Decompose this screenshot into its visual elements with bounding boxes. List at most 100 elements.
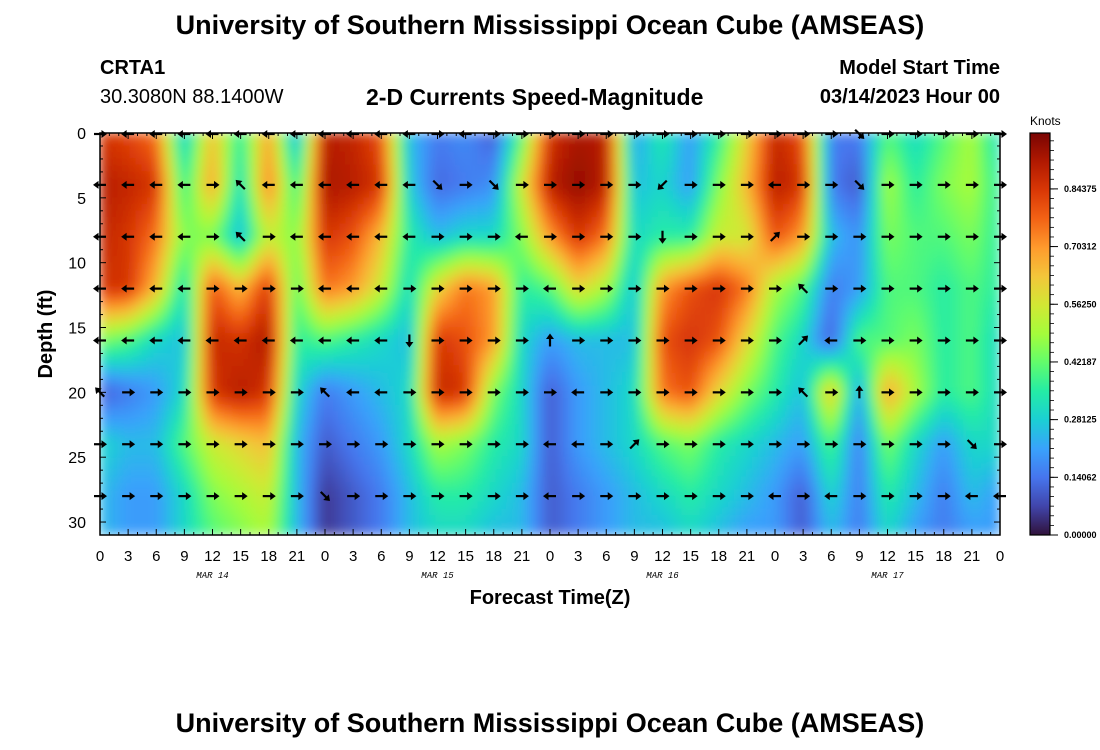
heat-cell xyxy=(549,255,557,264)
heat-cell xyxy=(381,463,389,471)
heat-cell xyxy=(201,424,209,432)
heat-cell xyxy=(501,288,509,296)
heat-cell xyxy=(267,203,275,212)
heat-cell xyxy=(123,281,131,290)
heat-cell xyxy=(309,456,317,465)
heat-cell xyxy=(411,450,419,458)
heat-cell xyxy=(537,158,545,166)
heat-cell xyxy=(357,333,365,341)
heat-cell xyxy=(111,158,119,166)
heat-cell xyxy=(465,268,473,277)
heat-cell xyxy=(531,450,539,458)
heat-cell xyxy=(447,236,455,244)
heat-cell xyxy=(249,307,257,316)
heat-cell xyxy=(363,352,371,361)
heat-cell xyxy=(255,339,263,348)
heat-cell xyxy=(567,495,575,504)
heat-cell xyxy=(165,424,173,432)
heat-cell xyxy=(327,288,335,296)
heat-cell xyxy=(573,184,581,192)
heat-cell xyxy=(141,314,149,322)
heat-cell xyxy=(411,333,419,341)
heat-cell xyxy=(207,450,215,458)
heat-cell xyxy=(177,164,185,173)
heat-cell xyxy=(447,463,455,471)
heat-cell xyxy=(495,133,503,140)
heat-cell xyxy=(165,197,173,205)
heat-cell xyxy=(189,268,197,277)
heat-cell xyxy=(105,236,113,244)
heat-cell xyxy=(309,365,317,374)
heat-cell xyxy=(327,275,335,283)
heat-cell xyxy=(153,508,161,517)
heat-cell xyxy=(399,365,407,374)
heat-cell xyxy=(141,495,149,504)
heat-cell xyxy=(105,515,113,523)
heat-cell xyxy=(273,372,281,380)
heat-cell xyxy=(171,365,179,374)
heat-cell xyxy=(477,378,485,387)
heat-cell xyxy=(387,281,395,290)
heat-cell xyxy=(393,385,401,393)
heat-cell xyxy=(303,430,311,439)
heat-cell xyxy=(399,216,407,225)
heat-cell xyxy=(285,216,293,225)
heat-cell xyxy=(243,333,251,341)
heat-cell xyxy=(243,249,251,257)
heat-cell xyxy=(309,508,317,517)
heat-cell xyxy=(117,203,125,212)
heat-cell xyxy=(183,346,191,354)
heat-cell xyxy=(363,417,371,426)
heat-cell xyxy=(321,294,329,303)
heat-cell xyxy=(387,515,395,523)
heat-cell xyxy=(201,437,209,445)
heat-cell xyxy=(147,288,155,296)
heat-cell xyxy=(357,164,365,173)
heat-cell xyxy=(117,456,125,465)
heat-cell xyxy=(159,320,167,329)
heat-cell xyxy=(291,469,299,478)
heat-cell xyxy=(525,378,533,387)
heat-cell xyxy=(171,281,179,290)
heat-cell xyxy=(177,236,185,244)
heat-cell xyxy=(243,437,251,445)
heat-cell xyxy=(543,301,551,309)
heat-cell xyxy=(273,489,281,497)
heat-cell xyxy=(255,365,263,374)
heat-cell xyxy=(531,216,539,225)
heat-cell xyxy=(351,262,359,270)
heat-cell xyxy=(465,177,473,186)
heat-cell xyxy=(465,450,473,458)
heat-cell xyxy=(123,372,131,380)
heat-cell xyxy=(123,385,131,393)
heat-cell xyxy=(261,456,269,465)
heat-cell xyxy=(561,275,569,283)
heat-cell xyxy=(363,502,371,510)
heat-cell xyxy=(159,508,167,517)
heat-cell xyxy=(507,249,515,257)
heat-cell xyxy=(573,236,581,244)
heat-cell xyxy=(267,138,275,147)
heat-cell xyxy=(387,184,395,192)
heat-cell xyxy=(369,151,377,160)
heat-cell xyxy=(525,385,533,393)
heat-cell xyxy=(471,262,479,270)
heat-cell xyxy=(105,242,113,251)
heat-cell xyxy=(123,138,131,147)
heat-cell xyxy=(237,275,245,283)
heat-cell xyxy=(483,443,491,452)
heat-cell xyxy=(243,352,251,361)
heat-cell xyxy=(459,171,467,179)
heat-cell xyxy=(303,184,311,192)
heat-cell xyxy=(483,378,491,387)
heat-cell xyxy=(171,424,179,432)
heat-cell xyxy=(345,288,353,296)
heat-cell xyxy=(543,346,551,354)
heat-cell xyxy=(447,528,455,535)
heat-cell xyxy=(417,327,425,335)
heat-cell xyxy=(567,216,575,225)
heat-cell xyxy=(297,177,305,186)
heat-cell xyxy=(453,262,461,270)
heat-cell xyxy=(267,482,275,491)
heat-cell xyxy=(531,275,539,283)
